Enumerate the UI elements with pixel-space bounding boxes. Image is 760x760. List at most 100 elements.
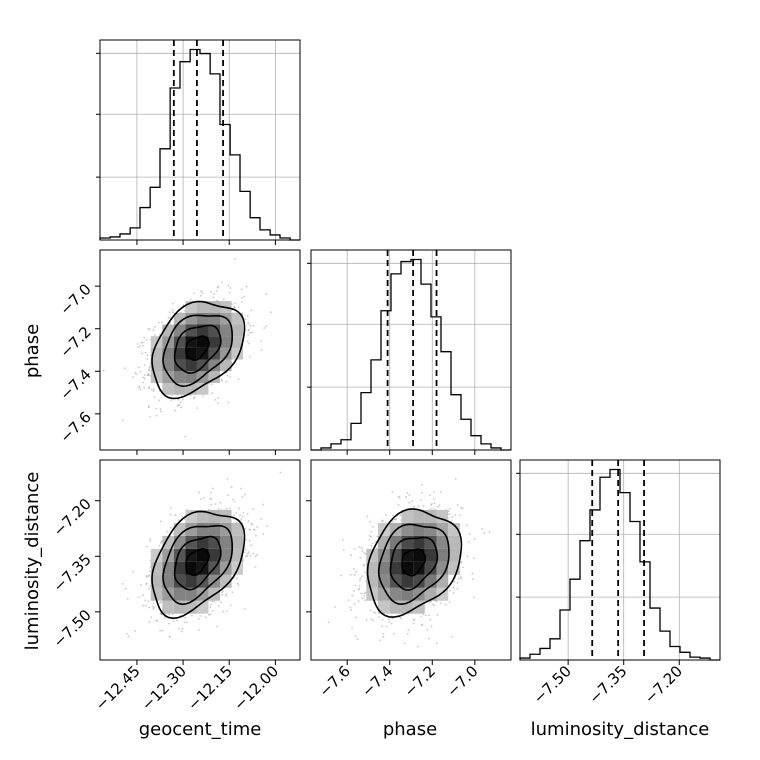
scatter-point — [465, 524, 468, 527]
scatter-point — [246, 340, 249, 343]
scatter-point — [351, 594, 354, 597]
scatter-point — [177, 398, 180, 401]
scatter-point — [354, 584, 357, 587]
scatter-point — [448, 507, 451, 510]
density-bin — [173, 574, 186, 588]
scatter-point — [454, 478, 457, 480]
scatter-point — [247, 322, 250, 325]
density-panel-geocent_time-luminosity_distance — [99, 459, 301, 661]
scatter-point — [436, 642, 438, 645]
scatter-point — [155, 407, 158, 410]
scatter-point — [200, 290, 203, 293]
scatter-point — [169, 322, 171, 325]
scatter-point — [399, 514, 402, 517]
density-bin — [185, 510, 197, 523]
panel-frame — [99, 249, 301, 451]
density-bin — [173, 324, 186, 337]
density-bin — [378, 587, 390, 601]
density-bin — [162, 587, 174, 601]
scatter-point — [202, 395, 205, 398]
scatter-point — [127, 635, 130, 638]
density-bin — [185, 522, 197, 536]
scatter-point — [250, 309, 253, 312]
scatter-point — [459, 514, 461, 516]
scatter-point — [360, 547, 363, 550]
scatter-point — [240, 487, 243, 490]
density-bin — [220, 359, 232, 372]
scatter-point — [448, 513, 451, 515]
density-bin — [448, 548, 460, 562]
scatter-point — [122, 583, 124, 585]
scatter-point — [363, 595, 366, 597]
scatter-point — [265, 525, 268, 528]
scatter-point — [353, 603, 356, 605]
scatter-point — [411, 500, 414, 503]
scatter-point — [209, 613, 212, 616]
scatter-point — [148, 620, 151, 623]
density-bin — [150, 561, 163, 575]
histogram-step-luminosity_distance — [519, 468, 720, 661]
scatter-point — [221, 380, 223, 382]
scatter-point — [473, 538, 476, 540]
scatter-point — [169, 526, 172, 529]
scatter-point — [155, 414, 158, 417]
scatter-point — [388, 618, 391, 621]
density-bin — [162, 382, 174, 395]
scatter-point — [183, 518, 186, 521]
scatter-point — [227, 494, 230, 497]
scatter-point — [351, 627, 353, 630]
scatter-point — [362, 563, 365, 566]
density-bin — [424, 548, 437, 562]
density-bin — [196, 600, 209, 614]
scatter-point — [137, 366, 140, 369]
scatter-point — [252, 324, 255, 327]
density-bin — [173, 312, 186, 325]
scatter-point — [213, 600, 216, 603]
scatter-point — [256, 526, 259, 528]
scatter-point — [381, 618, 384, 621]
scatter-point — [243, 295, 245, 298]
scatter-point — [214, 398, 217, 401]
scatter-point — [371, 542, 374, 545]
scatter-point — [138, 386, 140, 389]
scatter-point — [132, 376, 135, 378]
scatter-point — [197, 617, 200, 620]
density-bin — [162, 359, 174, 372]
scatter-point — [234, 258, 236, 261]
scatter-point — [149, 365, 152, 368]
scatter-point — [247, 551, 250, 554]
scatter-point — [211, 487, 214, 490]
y-tick-label-phase: −7.6 — [56, 408, 94, 446]
scatter-point — [240, 288, 243, 291]
scatter-point — [229, 376, 231, 379]
scatter-point — [239, 514, 241, 516]
scatter-point — [148, 369, 150, 372]
scatter-point — [220, 378, 223, 381]
density-bin — [185, 312, 197, 325]
scatter-point — [189, 394, 192, 397]
density-bin — [424, 587, 437, 601]
scatter-point — [202, 497, 205, 499]
density-bin — [436, 587, 449, 601]
density-bin — [196, 382, 209, 395]
scatter-point — [436, 614, 439, 616]
density-contour — [151, 510, 246, 620]
scatter-point — [152, 329, 155, 332]
scatter-point — [139, 388, 142, 391]
histogram-panel-geocent_time — [96, 39, 301, 241]
scatter-point — [363, 551, 366, 554]
scatter-point — [406, 632, 409, 635]
scatter-point — [193, 396, 196, 399]
density-bin — [173, 522, 186, 536]
scatter-point — [459, 576, 462, 579]
density-bin — [378, 548, 390, 562]
scatter-point — [426, 628, 428, 631]
scatter-point — [466, 555, 469, 558]
scatter-point — [124, 587, 127, 590]
scatter-point — [457, 577, 460, 580]
scatter-point — [252, 552, 255, 555]
scatter-point — [156, 619, 158, 622]
scatter-point — [152, 608, 155, 610]
scatter-point — [364, 571, 366, 574]
density-bin — [413, 510, 425, 523]
